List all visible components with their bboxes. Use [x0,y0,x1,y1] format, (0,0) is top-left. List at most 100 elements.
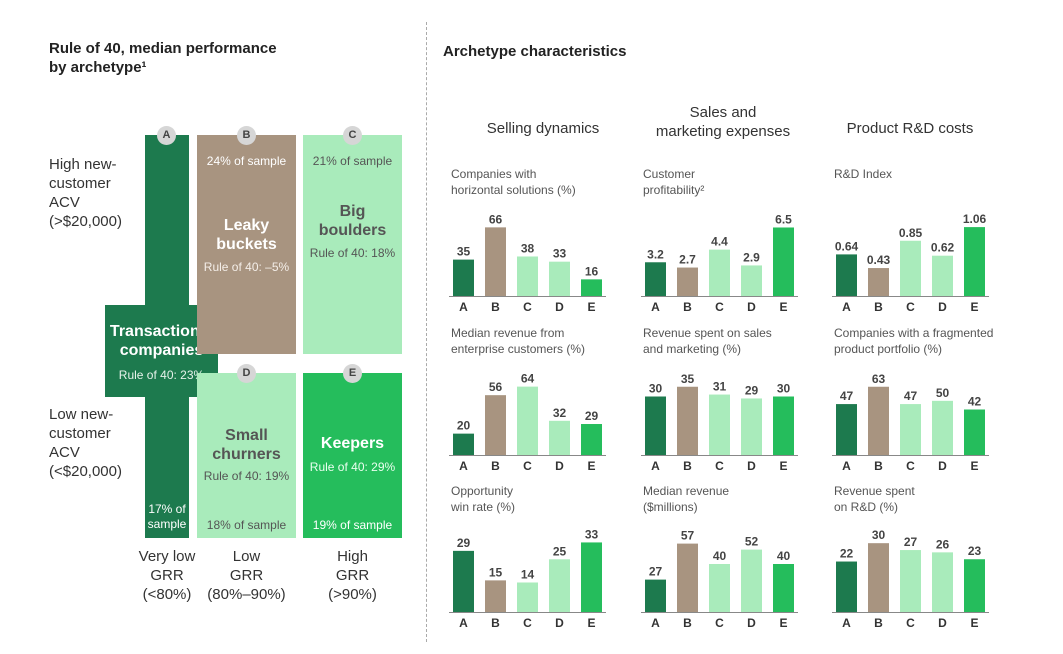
category-label: B [874,459,883,473]
category-label: C [715,616,724,630]
bar-value-label: 29 [457,536,471,550]
bar-e [581,279,602,296]
category-label: C [523,300,532,314]
category-label: A [842,300,851,314]
bar-value-label: 0.64 [835,239,859,253]
archetype-e-rule: Rule of 40: 29% [303,460,402,475]
mini-chart-title: Companies with a fragmented product portf… [834,325,993,357]
bar-e [964,410,985,456]
category-label: A [459,300,468,314]
bar-c [900,404,921,455]
category-label: E [779,616,787,630]
category-label: B [683,300,692,314]
bar-value-label: 30 [872,528,886,542]
bar-a [645,580,666,612]
category-label: C [715,300,724,314]
bar-value-label: 22 [840,547,854,561]
mini-bar-chart: 47 A 63 B 47 C 50 D 42 E [832,359,1007,475]
bar-e [773,227,794,296]
category-label: C [523,616,532,630]
col-label-low: Low GRR (80%–90%) [197,547,296,604]
archetype-e-block: Keepers Rule of 40: 29% 19% of sample [303,373,402,538]
bar-a [453,434,474,455]
bar-a [645,397,666,456]
category-label: D [938,300,947,314]
category-label: B [683,616,692,630]
category-label: A [651,459,660,473]
archetype-d-sample: 18% of sample [197,518,296,533]
category-label: C [523,459,532,473]
category-label: A [459,616,468,630]
category-label: D [938,616,947,630]
archetype-b-sample: 24% of sample [197,154,296,169]
bar-e [773,564,794,612]
mini-chart-title: Median revenue ($millions) [643,483,729,515]
category-label: D [747,459,756,473]
bar-value-label: 3.2 [647,247,664,261]
bar-value-label: 2.7 [679,253,696,267]
colhead-sales-marketing: Sales and marketing expenses [623,103,823,141]
bar-b [868,543,889,612]
bar-b [677,387,698,455]
bar-d [741,550,762,612]
bar-value-label: 40 [713,549,727,563]
row-label-low: Low new-customer ACV (<$20,000) [49,405,122,481]
bar-value-label: 32 [553,406,567,420]
mini-bar-chart: 0.64A0.43B0.85C0.62D1.06E [832,200,1007,316]
category-label: C [906,459,915,473]
category-label: A [842,459,851,473]
bar-b [677,268,698,296]
bar-value-label: 63 [872,372,886,386]
bar-value-label: 56 [489,380,503,394]
mini-bar-chart: 20 A 56 B 64 C 32 D 29 E [449,359,624,475]
bar-e [581,542,602,612]
bar-a [836,254,857,296]
bar-d [932,552,953,612]
bar-value-label: 33 [585,527,599,541]
category-label: E [587,616,595,630]
bar-value-label: 38 [521,241,535,255]
badge-d: D [237,364,256,383]
category-label: E [970,300,978,314]
bar-b [485,395,506,455]
bar-value-label: 29 [745,383,759,397]
panel-divider [426,22,427,642]
bar-value-label: 0.43 [867,253,891,267]
bar-value-label: 0.62 [931,241,955,255]
bar-value-label: 31 [713,380,727,394]
mini-bar-chart: 27 A 57 B 40 C 52 D 40 E [641,516,816,632]
bar-value-label: 30 [777,382,791,396]
bar-value-label: 33 [553,247,567,261]
mini-chart-title: Opportunity win rate (%) [451,483,515,515]
bar-value-label: 15 [489,565,503,579]
category-label: D [747,300,756,314]
mini-chart-title: Median revenue from enterprise customers … [451,325,585,357]
category-label: E [779,300,787,314]
bar-a [836,404,857,455]
category-label: B [491,459,500,473]
category-label: E [587,459,595,473]
bar-a [836,562,857,612]
bar-value-label: 35 [681,372,695,386]
category-label: C [715,459,724,473]
bar-b [485,580,506,612]
badge-c: C [343,126,362,145]
bar-b [677,544,698,612]
bar-value-label: 26 [936,537,950,551]
archetype-e-name: Keepers [303,434,402,453]
mini-bar-chart: 29A15B14C25D33E [449,516,624,632]
archetype-b-rule: Rule of 40: –5% [197,260,296,275]
category-label: E [779,459,787,473]
bar-c [709,395,730,455]
mini-chart-title: Revenue spent on R&D (%) [834,483,915,515]
category-label: A [842,616,851,630]
bar-value-label: 35 [457,245,471,259]
right-title: Archetype characteristics [443,42,626,61]
bar-d [549,559,570,612]
archetype-b-name: Leaky buckets [197,216,296,254]
bar-value-label: 27 [904,535,918,549]
archetype-d-block: Small churners Rule of 40: 19% 18% of sam… [197,373,296,538]
category-label: D [555,616,564,630]
archetype-c-block: 21% of sample Big boulders Rule of 40: 18… [303,135,402,354]
archetype-d-rule: Rule of 40: 19% [197,469,296,484]
